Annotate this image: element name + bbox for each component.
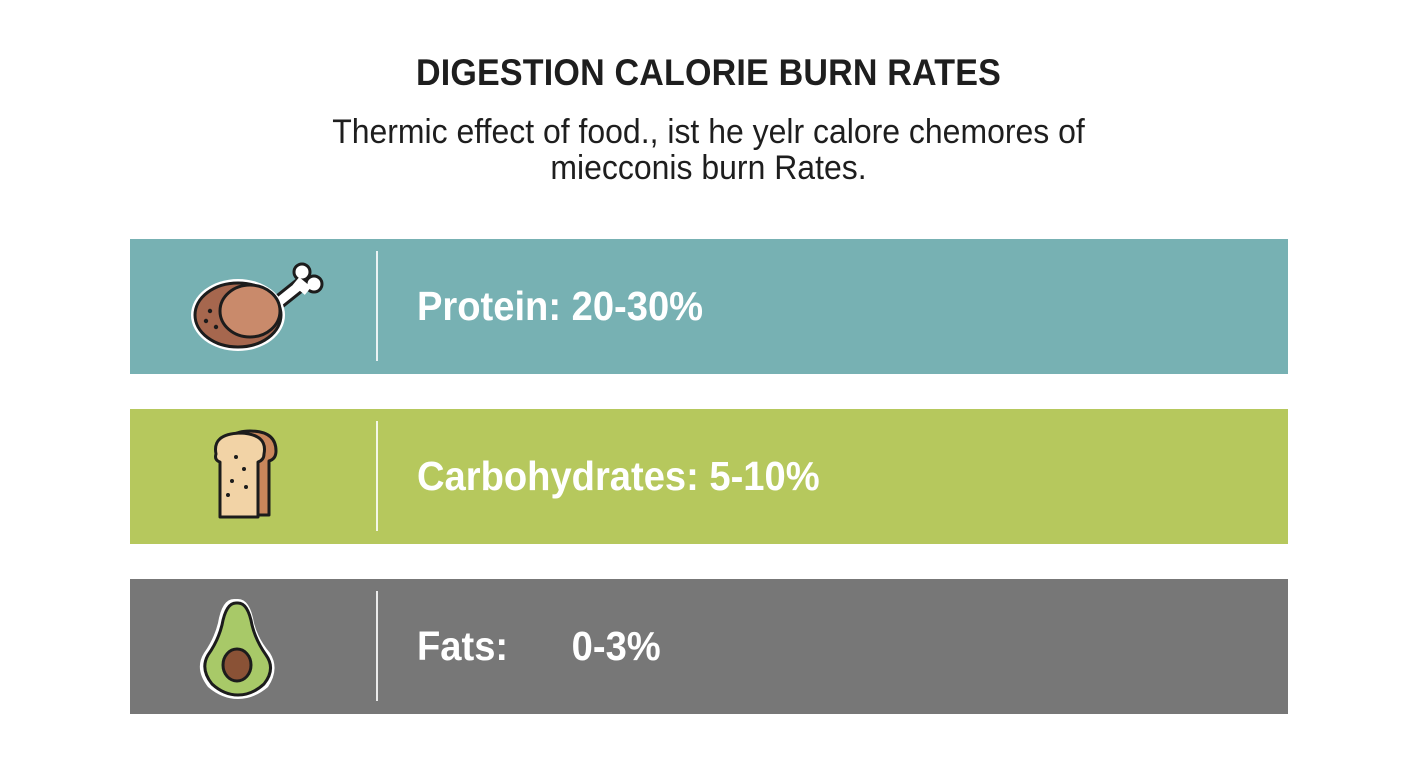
row-divider (376, 421, 378, 531)
fats-label: Fats: 0-3% (417, 623, 661, 669)
subtitle-line-2: miecconis burn Rates. (550, 149, 867, 187)
page-subtitle: Thermic effect of food., ist he yelr cal… (43, 114, 1375, 186)
page-title: DIGESTION CALORIE BURN RATES (415, 52, 1002, 93)
avocado-icon (188, 599, 328, 699)
row-divider (376, 591, 378, 701)
subtitle-line-1: Thermic effect of food., ist he yelr cal… (332, 113, 1085, 151)
protein-row: Protein: 20-30% (130, 239, 1288, 374)
carbohydrates-label: Carbohydrates: 5-10% (417, 453, 820, 499)
row-divider (376, 251, 378, 361)
bread-slice-icon (188, 429, 328, 524)
chicken-drumstick-icon (188, 259, 328, 354)
protein-label: Protein: 20-30% (417, 283, 704, 329)
fats-row: Fats: 0-3% (130, 579, 1288, 714)
carbohydrates-row: Carbohydrates: 5-10% (130, 409, 1288, 544)
